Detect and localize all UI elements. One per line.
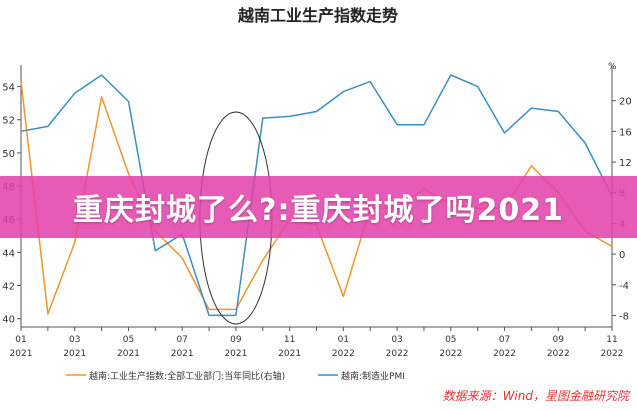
x-tick-label-month: 07 <box>499 335 510 345</box>
right-tick-label: 16 <box>619 127 632 138</box>
x-tick-label-year: 2022 <box>547 349 570 359</box>
chart-title: 越南工业生产指数走势 <box>237 6 398 25</box>
x-tick-label-year: 2021 <box>278 349 301 359</box>
right-tick-label: 0 <box>619 250 625 261</box>
x-tick-label-year: 2022 <box>601 349 624 359</box>
x-tick-label-month: 09 <box>230 335 242 345</box>
series-line-manufacturing-pmi <box>20 74 613 317</box>
overlay-banner: 重庆封城了么?:重庆封城了吗2021 <box>0 176 637 238</box>
x-tick-label-year: 2021 <box>63 349 86 359</box>
x-tick-label-year: 2022 <box>493 349 516 359</box>
legend-label-industrial-yoy: 越南:工业生产指数:全部工业部门:当年同比(右轴) <box>89 370 285 382</box>
x-tick-label-month: 09 <box>553 335 565 345</box>
x-tick-label-month: 05 <box>123 335 134 345</box>
right-tick-label: 12 <box>619 158 632 169</box>
x-tick-label-year: 2021 <box>171 349 194 359</box>
x-tick-label-month: 03 <box>69 335 80 345</box>
x-tick-label-month: 03 <box>391 335 402 345</box>
x-tick-label-year: 2022 <box>439 349 462 359</box>
x-tick-label-month: 05 <box>445 335 456 345</box>
x-tick-label-month: 11 <box>606 335 617 345</box>
legend-label-manufacturing-pmi: 越南:制造业PMI <box>341 370 405 382</box>
x-tick-label-year: 2021 <box>10 349 33 359</box>
left-tick-label: 54 <box>2 83 15 94</box>
left-tick-label: 42 <box>2 282 15 293</box>
data-source-note: 数据来源：Wind，星图金融研究院 <box>442 389 629 403</box>
right-tick-label: -8 <box>619 311 629 322</box>
banner-text: 重庆封城了么?:重庆封城了吗2021 <box>73 193 564 228</box>
x-tick-label-year: 2021 <box>117 349 140 359</box>
x-tick-label-year: 2021 <box>224 349 247 359</box>
x-tick-label-month: 07 <box>176 335 187 345</box>
left-tick-label: 52 <box>2 116 15 127</box>
left-tick-label: 50 <box>2 149 15 160</box>
x-tick-label-month: 11 <box>284 335 295 345</box>
right-axis-unit: % <box>608 62 617 72</box>
left-tick-label: 44 <box>2 248 15 259</box>
x-tick-label-month: 01 <box>15 335 26 345</box>
right-tick-label: -4 <box>619 281 629 292</box>
left-tick-label: 40 <box>2 315 15 326</box>
x-tick-label-month: 01 <box>338 335 349 345</box>
x-tick-label-year: 2022 <box>386 349 409 359</box>
right-tick-label: 20 <box>619 97 632 108</box>
x-tick-label-year: 2022 <box>332 349 355 359</box>
